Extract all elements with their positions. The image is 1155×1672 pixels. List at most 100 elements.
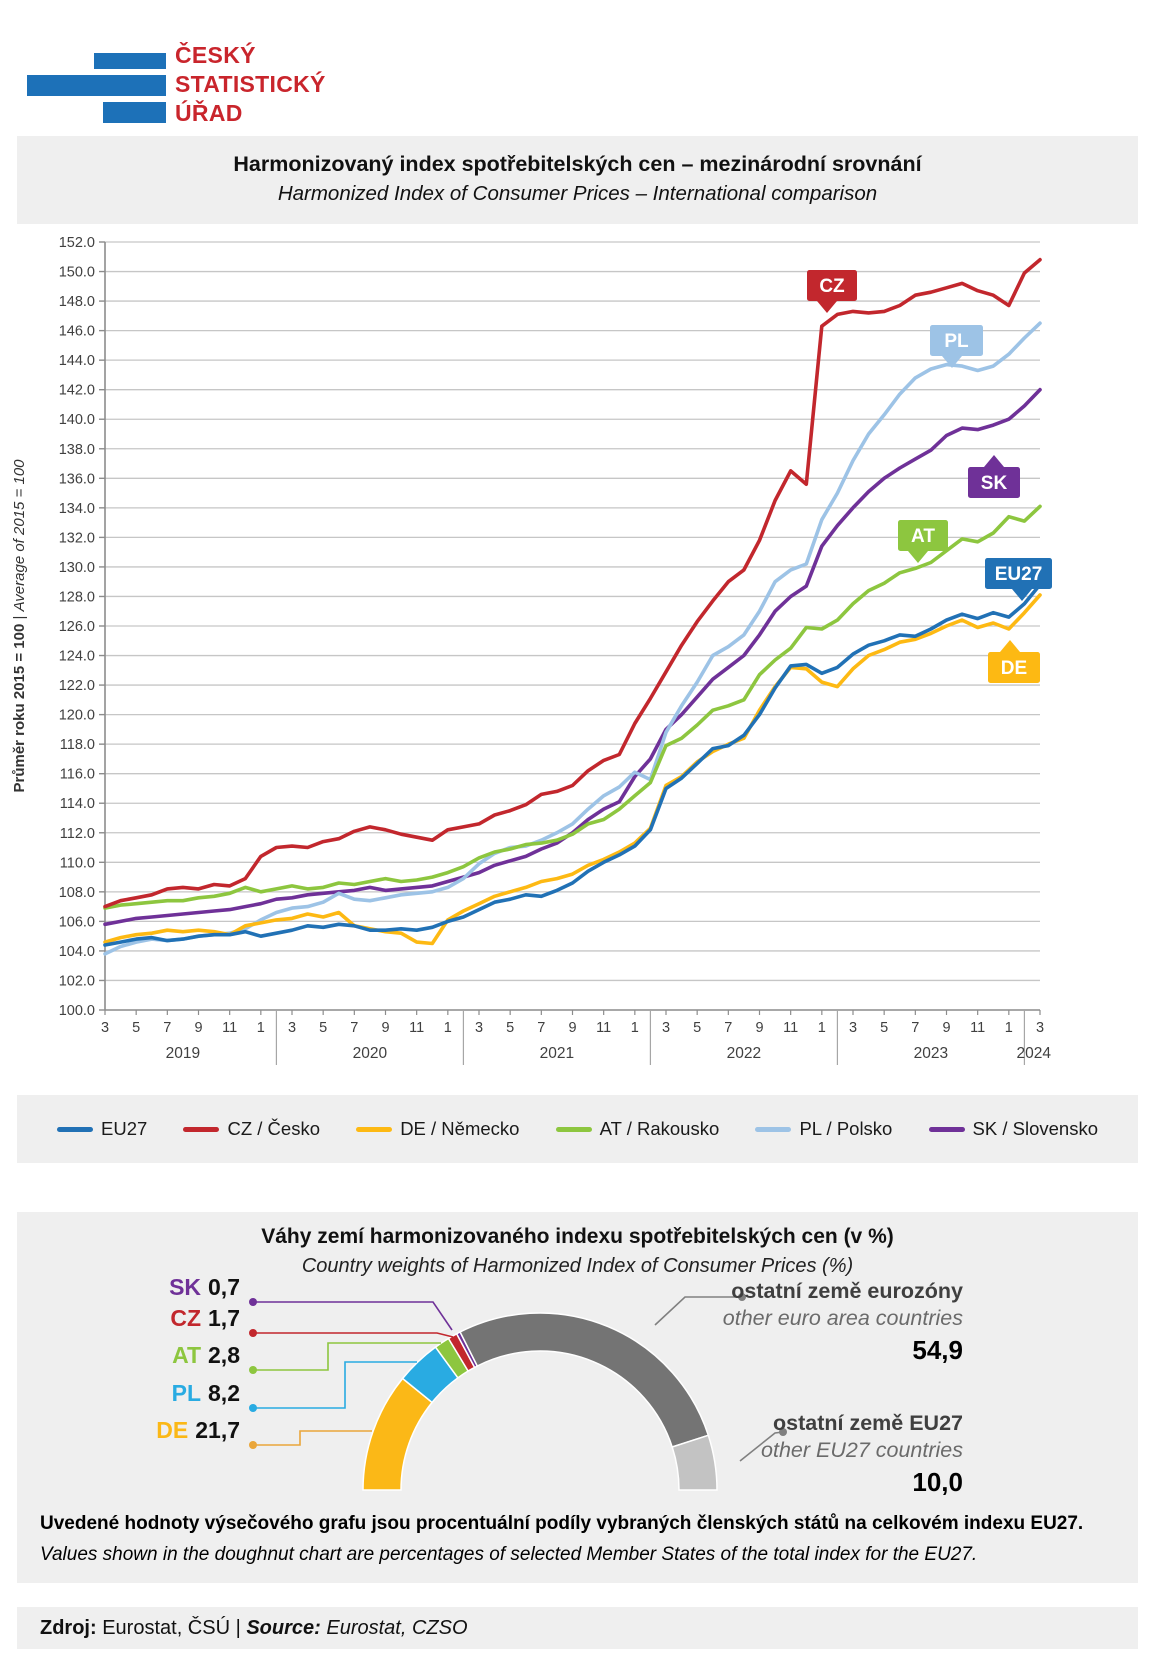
x-tick-label: 1 — [444, 1020, 452, 1036]
x-tick-label: 9 — [194, 1020, 202, 1036]
y-tick-label: 106.0 — [59, 914, 95, 930]
doughnut-label-code: PL — [171, 1380, 202, 1406]
x-tick-label: 1 — [631, 1020, 639, 1036]
callout-pointer-AT — [908, 551, 928, 563]
page-title: Harmonizovaný index spotřebitelských cen… — [233, 152, 922, 176]
legend-item-SK: SK / Slovensko — [928, 1118, 1098, 1140]
leader-line-AT — [253, 1342, 441, 1371]
doughnut-subtitle: Country weights of Harmonized Index of C… — [301, 1255, 854, 1277]
series-line-CZ — [103, 257, 1042, 909]
x-tick-label: 11 — [783, 1020, 798, 1036]
doughnut-title: Váhy zemí harmonizovaného indexu spotřeb… — [261, 1225, 894, 1248]
callout-label-AT: AT — [911, 526, 935, 547]
y-axis-title: Průměr roku 2015 = 100 | Average of 2015… — [11, 459, 28, 793]
y-tick-label: 136.0 — [59, 471, 95, 487]
other-euro-value: 54,9 — [912, 1335, 963, 1365]
logo-text-line1: ČESKÝ — [175, 42, 256, 68]
legend-item-CZ: CZ / Česko — [183, 1118, 320, 1140]
legend-label: EU27 — [101, 1118, 148, 1139]
doughnut-label-value: 0,7 — [208, 1274, 240, 1300]
y-tick-label: 124.0 — [59, 649, 95, 665]
x-year-label: 2023 — [914, 1045, 948, 1062]
x-tick-label: 5 — [880, 1020, 888, 1036]
x-tick-label: 9 — [942, 1020, 950, 1036]
x-tick-label: 5 — [132, 1020, 140, 1036]
y-tick-label: 116.0 — [60, 767, 95, 783]
legend-swatch-icon — [555, 1126, 592, 1132]
callout-box-DE — [988, 652, 1040, 683]
doughnut-section: Váhy zemí harmonizovaného indexu spotřeb… — [17, 1212, 1138, 1583]
leader-dot-DE — [249, 1441, 257, 1449]
logo-text: ČESKÝ STATISTICKÝ ÚŘAD — [175, 41, 326, 128]
x-tick-label: 9 — [568, 1020, 576, 1036]
leader-dot-other_euro — [738, 1293, 746, 1301]
x-tick-label: 9 — [381, 1020, 389, 1036]
y-tick-label: 152.0 — [59, 235, 95, 251]
x-tick-label: 5 — [319, 1020, 327, 1036]
doughnut-label-AT: AT 2,8 — [40, 1342, 240, 1369]
doughnut-note-en: Values shown in the doughnut chart are p… — [40, 1544, 978, 1565]
other-eu27-label-en: other EU27 countries — [761, 1438, 963, 1462]
other-eu27-label-cs: ostatní země EU27 — [773, 1411, 963, 1435]
doughnut-label-other-euro: ostatní země eurozóny other euro area co… — [723, 1278, 963, 1365]
y-tick-label: 118.0 — [60, 737, 95, 753]
y-tick-label: 144.0 — [59, 353, 95, 369]
legend-item-AT: AT / Rakousko — [555, 1118, 720, 1140]
legend-item-PL: PL / Polsko — [755, 1118, 892, 1140]
y-tick-label: 100.0 — [59, 1003, 95, 1019]
doughnut-label-code: SK — [169, 1274, 202, 1300]
x-tick-label: 3 — [1036, 1020, 1044, 1036]
series-line-DE — [103, 593, 1042, 946]
doughnut-label-other-eu27: ostatní země EU27 other EU27 countries 1… — [761, 1410, 963, 1497]
x-tick-label: 11 — [409, 1020, 424, 1036]
series-line-EU27 — [103, 582, 1042, 947]
x-tick-label: 9 — [755, 1020, 763, 1036]
legend-swatch-icon — [755, 1126, 792, 1132]
x-year-label: 2020 — [353, 1045, 388, 1062]
line-chart-svg: 100.0 102.0 104.0 106.0 108.0 110.0 112.0 114.0… — [11, 235, 1052, 1065]
doughnut-note-cs: Uvedené hodnoty výsečového grafu jsou pr… — [40, 1513, 1084, 1534]
y-tick-label: 130.0 — [59, 560, 95, 576]
callout-box-PL — [930, 325, 983, 356]
y-tick-label: 102.0 — [59, 973, 95, 989]
x-year-label: 2021 — [540, 1045, 574, 1062]
x-tick-label: 11 — [222, 1020, 237, 1036]
legend-label: AT / Rakousko — [599, 1118, 720, 1139]
logo-bar-icon — [103, 102, 166, 123]
y-tick-label: 108.0 — [59, 885, 95, 901]
legend-label: DE / Německo — [400, 1118, 520, 1139]
y-tick-label: 122.0 — [59, 678, 95, 694]
legend-swatch-icon — [928, 1126, 965, 1132]
leader-line-CZ — [253, 1332, 454, 1338]
x-tick-label: 3 — [662, 1020, 670, 1036]
x-tick-label: 11 — [596, 1020, 611, 1036]
series-line-AT — [103, 504, 1042, 910]
callout-label-PL: PL — [944, 331, 969, 352]
y-tick-label: 120.0 — [59, 708, 95, 724]
x-tick-label: 7 — [350, 1020, 358, 1036]
series-line-SK — [103, 387, 1042, 927]
other-euro-label-cs: ostatní země eurozóny — [731, 1279, 963, 1303]
y-tick-label: 148.0 — [59, 294, 95, 310]
x-tick-label: 7 — [724, 1020, 732, 1036]
x-tick-label: 3 — [475, 1020, 483, 1036]
page-subtitle: Harmonized Index of Consumer Prices – In… — [277, 182, 878, 205]
x-tick-label: 11 — [970, 1020, 985, 1036]
doughnut-label-code: DE — [156, 1417, 189, 1443]
callout-label-DE: DE — [1001, 658, 1027, 679]
callout-box-EU27 — [985, 558, 1052, 589]
logo-bar-icon — [94, 53, 166, 69]
x-tick-label: 7 — [911, 1020, 919, 1036]
source-label-en: Source: — [246, 1616, 321, 1639]
legend-label: PL / Polsko — [799, 1118, 893, 1139]
x-tick-label: 1 — [818, 1020, 826, 1036]
x-tick-label: 3 — [288, 1020, 296, 1036]
x-tick-label: 5 — [693, 1020, 701, 1036]
x-tick-label: 3 — [101, 1020, 109, 1036]
leader-line-other_euro — [654, 1296, 742, 1326]
callout-box-SK — [968, 467, 1020, 498]
source-footer: Zdroj: Eurostat, ČSÚ | Source: Eurostat,… — [17, 1607, 1138, 1649]
doughnut-label-value: 8,2 — [208, 1380, 240, 1406]
x-tick-label: 3 — [849, 1020, 857, 1036]
y-tick-label: 146.0 — [59, 324, 95, 340]
